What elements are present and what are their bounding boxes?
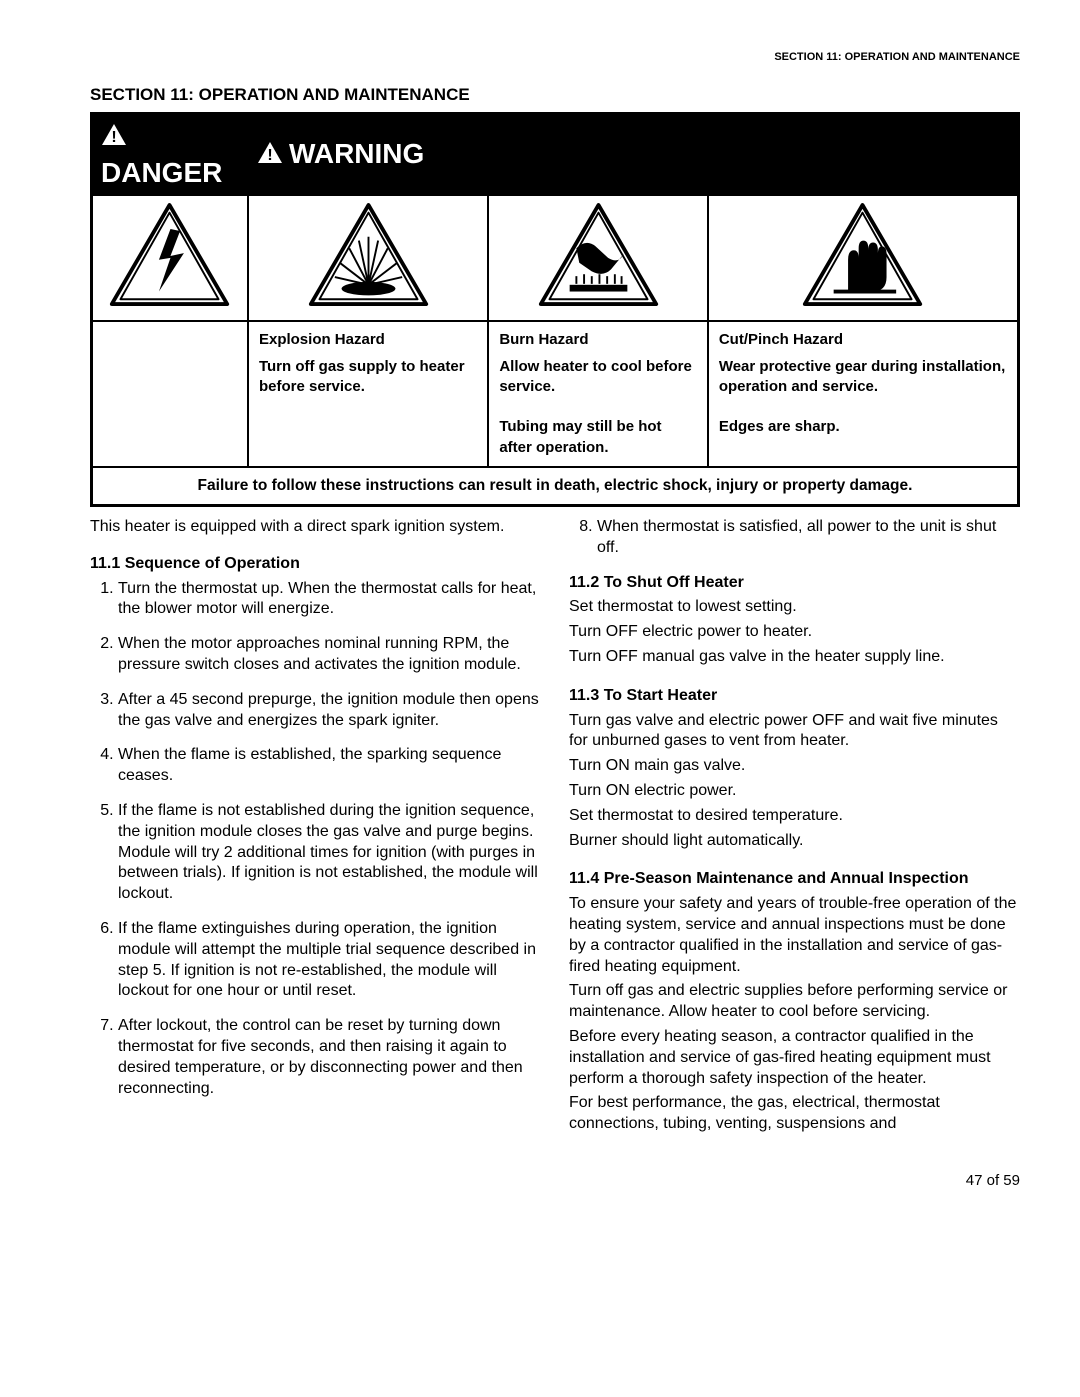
running-header: SECTION 11: OPERATION AND MAINTENANCE	[90, 50, 1020, 64]
sequence-list-cont: When thermostat is satisfied, all power …	[569, 517, 1020, 559]
alert-icon: !	[101, 119, 127, 155]
cut-pinch-icon-cell	[708, 195, 1019, 322]
seq-step: When the motor approaches nominal runnin…	[118, 634, 541, 676]
hazard-cell-0	[92, 321, 248, 467]
hazard-title-3: Cut/Pinch Hazard	[719, 330, 1007, 350]
start-line: Burner should light automatically.	[569, 831, 1020, 852]
hazard-body-2: Allow heater to cool before service. Tub…	[499, 357, 697, 458]
seq-heading: 11.1 Sequence of Operation	[90, 554, 541, 575]
hazard-cell-2: Burn Hazard Allow heater to cool before …	[488, 321, 708, 467]
left-column: This heater is equipped with a direct sp…	[90, 517, 541, 1139]
hazard-title-1: Explosion Hazard	[259, 330, 477, 350]
danger-header: ! DANGER	[92, 114, 248, 195]
shutoff-line: Turn OFF electric power to heater.	[569, 622, 1020, 643]
electric-shock-icon	[107, 200, 232, 310]
hazard-title-2: Burn Hazard	[499, 330, 697, 350]
alert-icon: !	[257, 137, 283, 173]
right-column: When thermostat is satisfied, all power …	[569, 517, 1020, 1139]
svg-text:!: !	[267, 147, 272, 164]
hazard-footer-row: Failure to follow these instructions can…	[92, 467, 1019, 506]
preseason-para: Before every heating season, a contracto…	[569, 1027, 1020, 1089]
shutoff-line: Turn OFF manual gas valve in the heater …	[569, 647, 1020, 668]
seq-step: After lockout, the control can be reset …	[118, 1016, 541, 1099]
hazard-cell-1: Explosion Hazard Turn off gas supply to …	[248, 321, 488, 467]
section-title: SECTION 11: OPERATION AND MAINTENANCE	[90, 84, 1020, 106]
shutoff-line: Set thermostat to lowest setting.	[569, 597, 1020, 618]
hazard-body-3: Wear protective gear during installation…	[719, 357, 1007, 438]
intro-text: This heater is equipped with a direct sp…	[90, 517, 541, 538]
shutoff-heading: 11.2 To Shut Off Heater	[569, 573, 1020, 594]
hazard-body-1: Turn off gas supply to heater before ser…	[259, 357, 477, 398]
sequence-list: Turn the thermostat up. When the thermos…	[90, 579, 541, 1100]
warning-header: ! WARNING	[248, 114, 1019, 195]
start-line: Turn gas valve and electric power OFF an…	[569, 711, 1020, 753]
seq-step: When the flame is established, the spark…	[118, 745, 541, 787]
page-number: 47 of 59	[90, 1171, 1020, 1191]
cut-pinch-icon	[800, 200, 925, 310]
burn-icon-cell	[488, 195, 708, 322]
warning-label: WARNING	[289, 138, 424, 169]
hazard-cell-3: Cut/Pinch Hazard Wear protective gear du…	[708, 321, 1019, 467]
electric-shock-icon-cell	[92, 195, 248, 322]
explosion-icon-cell	[248, 195, 488, 322]
start-line: Turn ON electric power.	[569, 781, 1020, 802]
preseason-para: Turn off gas and electric supplies befor…	[569, 981, 1020, 1023]
preseason-heading: 11.4 Pre-Season Maintenance and Annual I…	[569, 869, 1020, 890]
hazard-header-row: ! DANGER ! WARNING	[92, 114, 1019, 195]
two-column-body: This heater is equipped with a direct sp…	[90, 517, 1020, 1139]
hazard-icon-row	[92, 195, 1019, 322]
start-line: Turn ON main gas valve.	[569, 756, 1020, 777]
svg-text:!: !	[111, 129, 116, 146]
burn-icon	[536, 200, 661, 310]
seq-step: When thermostat is satisfied, all power …	[597, 517, 1020, 559]
start-line: Set thermostat to desired temperature.	[569, 806, 1020, 827]
hazard-desc-row: Explosion Hazard Turn off gas supply to …	[92, 321, 1019, 467]
danger-label: DANGER	[101, 157, 222, 188]
seq-step: After a 45 second prepurge, the ignition…	[118, 690, 541, 732]
preseason-para: To ensure your safety and years of troub…	[569, 894, 1020, 977]
hazard-footer: Failure to follow these instructions can…	[92, 467, 1019, 506]
explosion-icon	[306, 200, 431, 310]
seq-step: If the flame is not established during t…	[118, 801, 541, 905]
preseason-para: For best performance, the gas, electrica…	[569, 1093, 1020, 1135]
start-heading: 11.3 To Start Heater	[569, 686, 1020, 707]
seq-step: Turn the thermostat up. When the thermos…	[118, 579, 541, 621]
hazard-table: ! DANGER ! WARNING	[90, 112, 1020, 507]
seq-step: If the flame extinguishes during operati…	[118, 919, 541, 1002]
